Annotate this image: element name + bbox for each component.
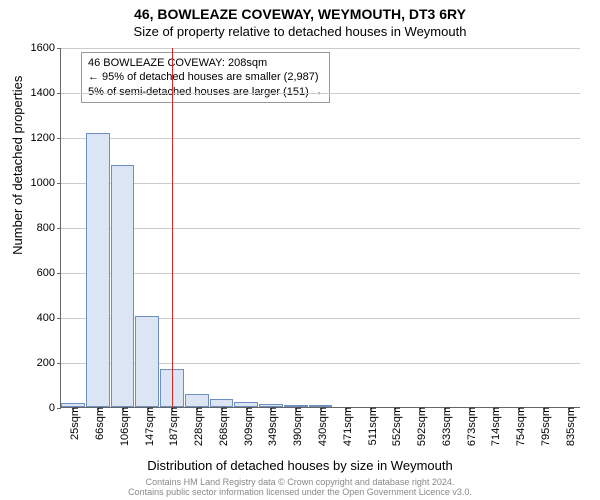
histogram-bar <box>210 399 234 407</box>
x-tick-label: 633sqm <box>437 407 453 446</box>
chart-container: 46, BOWLEAZE COVEWAY, WEYMOUTH, DT3 6RY … <box>0 0 600 500</box>
grid-line <box>61 183 580 184</box>
grid-line <box>61 273 580 274</box>
histogram-bar <box>135 316 159 407</box>
annotation-line-1: 46 BOWLEAZE COVEWAY: 208sqm <box>88 56 323 70</box>
x-tick-label: 187sqm <box>164 407 180 446</box>
grid-line <box>61 93 580 94</box>
y-tick-label: 200 <box>37 357 61 369</box>
plot-area: 46 BOWLEAZE COVEWAY: 208sqm ← 95% of det… <box>60 48 580 408</box>
x-tick-label: 25sqm <box>65 407 81 440</box>
annotation-box: 46 BOWLEAZE COVEWAY: 208sqm ← 95% of det… <box>81 52 330 103</box>
annotation-line-3: 5% of semi-detached houses are larger (1… <box>88 85 323 99</box>
x-tick-label: 106sqm <box>115 407 131 446</box>
x-tick-label: 430sqm <box>313 407 329 446</box>
x-tick-label: 309sqm <box>239 407 255 446</box>
footer-text: Contains HM Land Registry data © Crown c… <box>0 478 600 498</box>
histogram-bar <box>185 394 209 408</box>
y-tick-label: 400 <box>37 312 61 324</box>
x-tick-label: 349sqm <box>263 407 279 446</box>
x-tick-label: 147sqm <box>140 407 156 446</box>
histogram-bar <box>111 165 135 407</box>
x-tick-label: 228sqm <box>189 407 205 446</box>
x-tick-label: 552sqm <box>387 407 403 446</box>
reference-line <box>172 48 173 407</box>
x-tick-label: 592sqm <box>412 407 428 446</box>
chart-title: 46, BOWLEAZE COVEWAY, WEYMOUTH, DT3 6RY <box>0 0 600 22</box>
grid-line <box>61 138 580 139</box>
y-tick-label: 800 <box>37 222 61 234</box>
x-tick-label: 835sqm <box>561 407 577 446</box>
x-tick-label: 66sqm <box>90 407 106 440</box>
x-tick-label: 795sqm <box>536 407 552 446</box>
histogram-bar <box>86 133 110 408</box>
x-tick-label: 511sqm <box>363 407 379 445</box>
chart-subtitle: Size of property relative to detached ho… <box>0 22 600 43</box>
annotation-line-2: ← 95% of detached houses are smaller (2,… <box>88 70 323 84</box>
grid-line <box>61 48 580 49</box>
x-axis-label: Distribution of detached houses by size … <box>0 458 600 473</box>
y-tick-label: 1000 <box>31 177 61 189</box>
footer-line-2: Contains public sector information licen… <box>0 488 600 498</box>
x-tick-label: 714sqm <box>486 407 502 446</box>
y-tick-label: 0 <box>49 402 61 414</box>
y-tick-label: 1400 <box>31 87 61 99</box>
x-tick-label: 471sqm <box>338 407 354 446</box>
x-tick-label: 390sqm <box>288 407 304 446</box>
y-tick-label: 1600 <box>31 42 61 54</box>
y-tick-label: 1200 <box>31 132 61 144</box>
grid-line <box>61 228 580 229</box>
x-tick-label: 754sqm <box>511 407 527 446</box>
y-tick-label: 600 <box>37 267 61 279</box>
x-tick-label: 268sqm <box>214 407 230 446</box>
x-tick-label: 673sqm <box>462 407 478 446</box>
y-axis-label: Number of detached properties <box>10 76 25 255</box>
